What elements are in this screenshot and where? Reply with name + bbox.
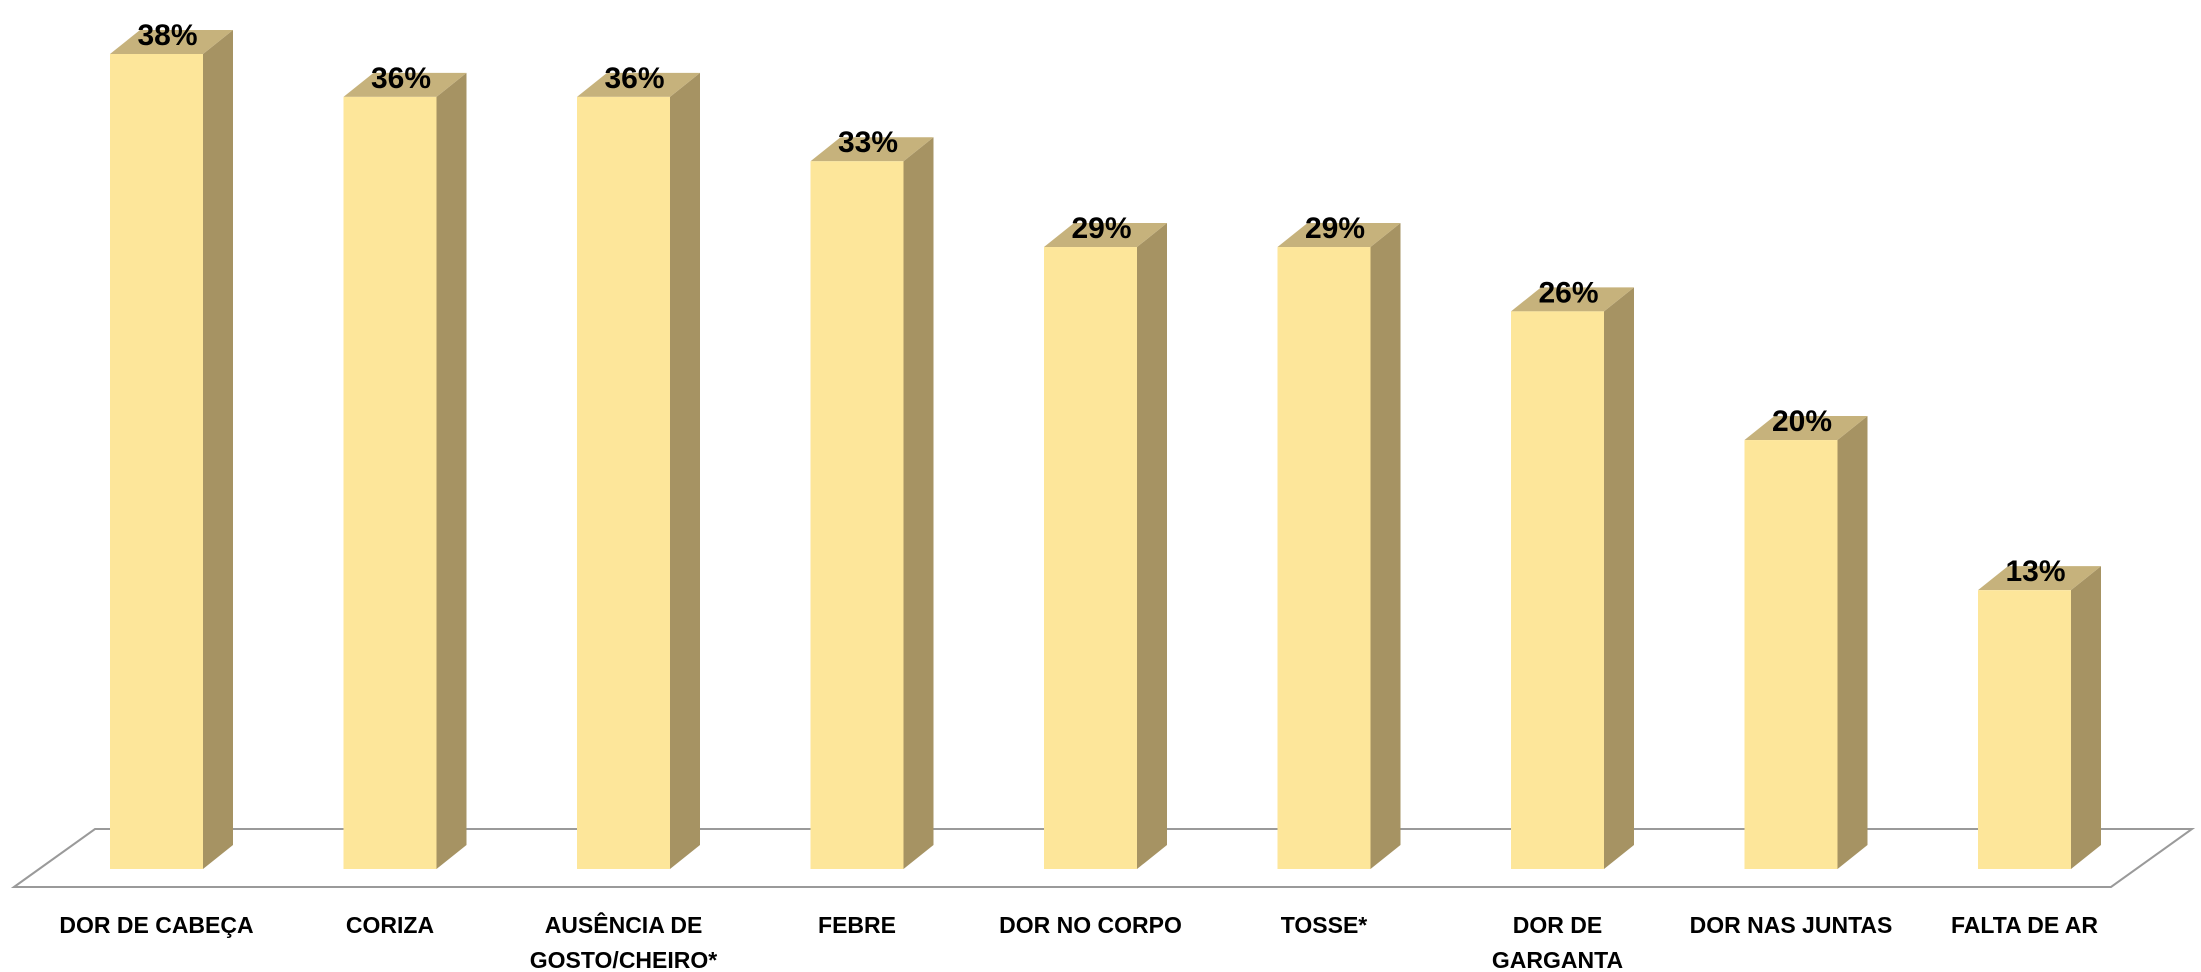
category-labels-group: DOR DE CABEÇA CORIZA AUSÊNCIA DE GOSTO/CHEI…: [59, 911, 2098, 972]
category-label: AUSÊNCIA DE: [545, 911, 703, 938]
category-label: DOR NO CORPO: [999, 912, 1182, 938]
value-label: 29%: [1071, 212, 1131, 245]
bar-side: [2071, 566, 2101, 869]
bar-top: [1277, 223, 1401, 248]
bar-top: [343, 72, 467, 97]
value-label: 26%: [1538, 276, 1598, 309]
bar-front: [1744, 440, 1838, 869]
bar-front: [1511, 311, 1604, 869]
value-label: 36%: [371, 62, 431, 95]
bar-top: [1978, 566, 2101, 591]
bar: [810, 137, 934, 870]
bar: [1744, 416, 1868, 869]
bar: [1511, 287, 1634, 869]
category-label: GARGANTA: [1492, 947, 1623, 972]
value-label: 36%: [604, 62, 664, 95]
category-label: TOSSE*: [1281, 912, 1368, 938]
bar-side: [670, 72, 700, 870]
bar: [1277, 223, 1401, 870]
bar-top: [1044, 223, 1167, 248]
category-label: CORIZA: [346, 912, 434, 938]
bar-front: [1044, 247, 1137, 870]
bar-front: [1277, 247, 1371, 870]
bar-side: [203, 30, 233, 869]
category-label: GOSTO/CHEIRO*: [530, 947, 717, 972]
bar-side: [1370, 223, 1401, 870]
category-label: DOR DE: [1513, 912, 1602, 938]
value-label: 33%: [838, 126, 898, 159]
bar-top: [1511, 287, 1634, 312]
category-label: FEBRE: [818, 912, 896, 938]
bar-front: [110, 54, 203, 869]
category-label: DOR NAS JUNTAS: [1690, 912, 1893, 938]
bar-side: [1604, 287, 1634, 869]
category-label: FALTA DE AR: [1951, 912, 2098, 938]
value-label: 13%: [2005, 555, 2065, 588]
bar-side: [436, 72, 467, 870]
value-label: 20%: [1772, 405, 1832, 438]
bar-top: [577, 72, 700, 97]
chart-floor: [10, 828, 2196, 888]
bars-group: [110, 30, 2101, 870]
bar-side: [903, 137, 934, 870]
bar: [1044, 223, 1167, 870]
category-label: DOR DE CABEÇA: [59, 912, 253, 938]
bar-front: [1978, 590, 2071, 869]
bar-top: [110, 30, 233, 54]
bar: [1978, 566, 2101, 869]
bar-top: [810, 137, 934, 162]
bar: [577, 72, 700, 870]
bar: [343, 72, 467, 870]
bar-front: [577, 96, 670, 870]
bar-side: [1837, 416, 1868, 869]
bar-top: [1744, 416, 1868, 441]
bar: [110, 30, 233, 869]
bar-side: [1137, 223, 1167, 870]
value-label: 29%: [1305, 212, 1365, 245]
value-labels-group: 38% 36% 36% 33% 29% 29% 26% 20% 13%: [137, 19, 2065, 588]
value-label: 38%: [137, 19, 197, 52]
bar-front: [343, 96, 437, 870]
bar-front: [810, 161, 904, 870]
